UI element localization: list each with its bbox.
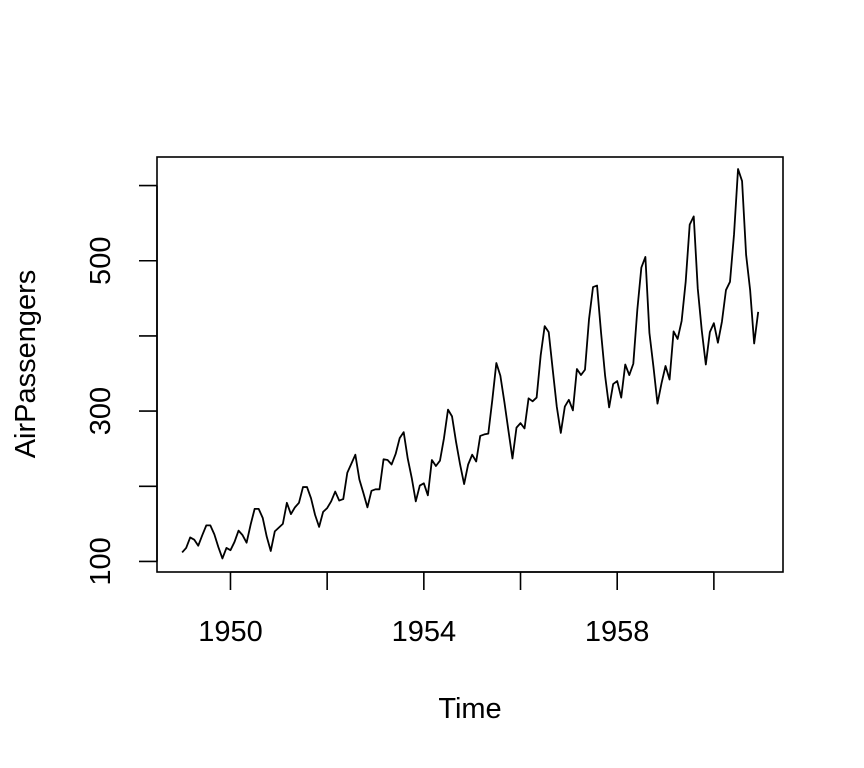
x-tick-label: 1958 xyxy=(585,616,650,648)
x-axis-label: Time xyxy=(438,693,501,725)
y-axis-label: AirPassengers xyxy=(10,270,42,459)
y-tick-label: 300 xyxy=(85,387,117,435)
series-layer xyxy=(181,168,760,560)
y-tick-label: 500 xyxy=(85,237,117,285)
x-axis: 1950 1954 1958 xyxy=(198,571,715,648)
x-tick-label: 1954 xyxy=(392,616,457,648)
series-line xyxy=(181,168,760,560)
y-axis: 100 300 500 xyxy=(85,184,158,586)
x-tick-label: 1950 xyxy=(198,616,263,648)
plot-box xyxy=(156,156,784,573)
y-tick-label: 100 xyxy=(85,537,117,585)
